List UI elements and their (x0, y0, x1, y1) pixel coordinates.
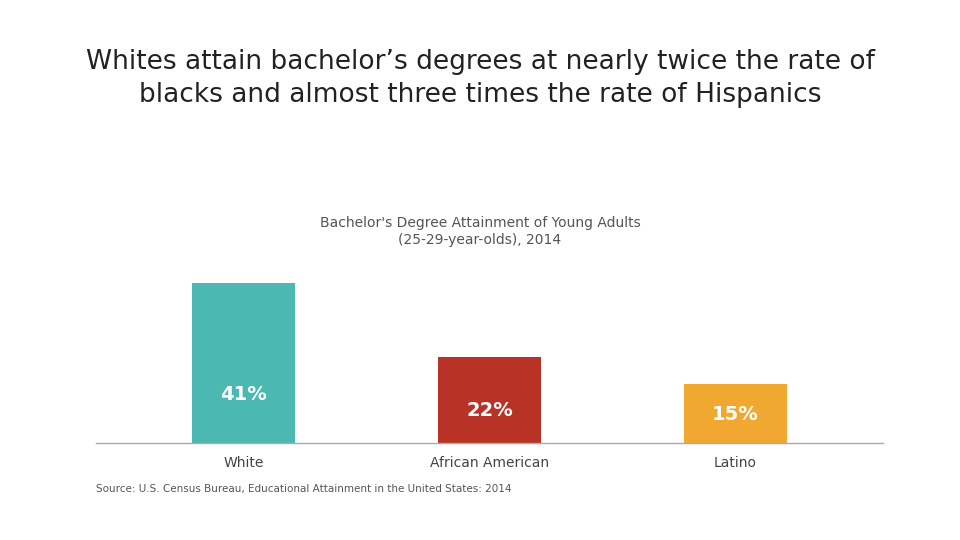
Bar (192, 284, 296, 443)
Text: Whites attain bachelor’s degrees at nearly twice the rate of
blacks and almost t: Whites attain bachelor’s degrees at near… (85, 49, 875, 107)
Text: ©2017 THE EDUCATION TRUST: ©2017 THE EDUCATION TRUST (726, 512, 941, 525)
Text: 22%: 22% (467, 401, 513, 420)
Text: 15%: 15% (712, 406, 759, 424)
Bar (438, 357, 541, 443)
Text: Bachelor's Degree Attainment of Young Adults
(25-29-year-olds), 2014: Bachelor's Degree Attainment of Young Ad… (320, 216, 640, 247)
Text: 41%: 41% (220, 386, 267, 404)
Text: Source: U.S. Census Bureau, Educational Attainment in the United States: 2014: Source: U.S. Census Bureau, Educational … (96, 484, 512, 494)
Bar (684, 384, 787, 443)
